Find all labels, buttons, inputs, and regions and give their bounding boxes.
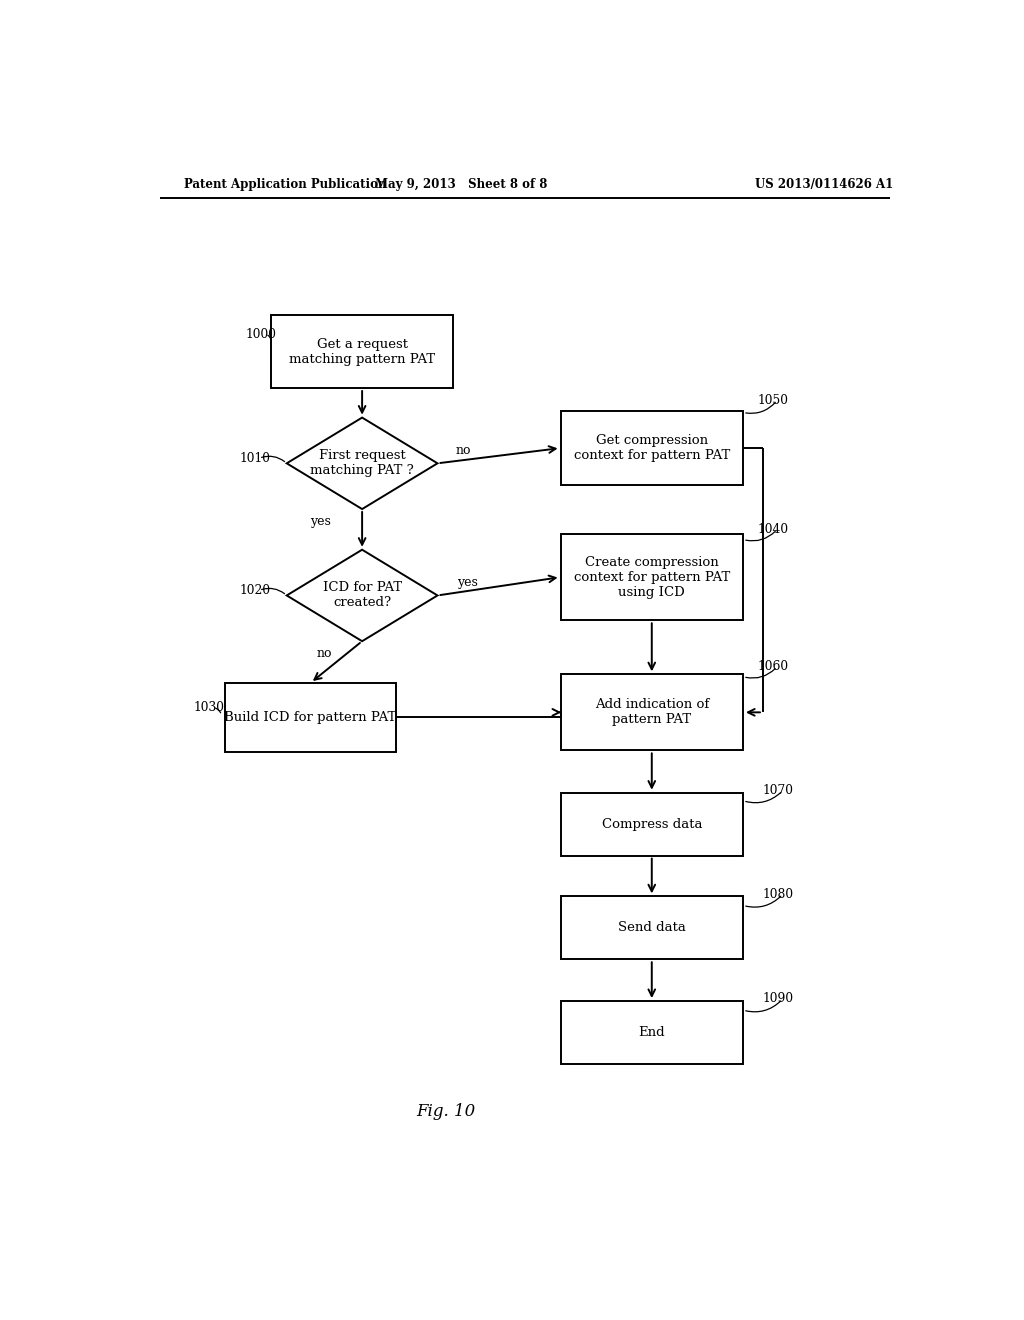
Polygon shape [287, 417, 437, 510]
Text: Add indication of
pattern PAT: Add indication of pattern PAT [595, 698, 709, 726]
Text: 1040: 1040 [758, 523, 788, 536]
Text: End: End [638, 1026, 666, 1039]
Text: Create compression
context for pattern PAT
using ICD: Create compression context for pattern P… [573, 556, 730, 599]
Text: 1090: 1090 [763, 993, 794, 1006]
Text: Get compression
context for pattern PAT: Get compression context for pattern PAT [573, 434, 730, 462]
Text: Get a request
matching pattern PAT: Get a request matching pattern PAT [289, 338, 435, 366]
Polygon shape [287, 549, 437, 642]
Text: yes: yes [458, 576, 478, 589]
Text: Send data: Send data [617, 921, 686, 935]
Text: no: no [456, 444, 471, 457]
FancyBboxPatch shape [560, 412, 743, 484]
Text: Fig. 10: Fig. 10 [416, 1104, 475, 1121]
Text: Compress data: Compress data [601, 817, 702, 830]
Text: 1010: 1010 [240, 451, 270, 465]
FancyBboxPatch shape [560, 896, 743, 960]
Text: Build ICD for pattern PAT: Build ICD for pattern PAT [224, 711, 396, 723]
Text: Patent Application Publication: Patent Application Publication [183, 178, 386, 191]
Text: 1060: 1060 [758, 660, 788, 673]
FancyBboxPatch shape [270, 315, 454, 388]
Text: US 2013/0114626 A1: US 2013/0114626 A1 [755, 178, 893, 191]
Text: 1050: 1050 [758, 393, 788, 407]
Text: 1070: 1070 [763, 784, 794, 797]
Text: no: no [316, 647, 332, 660]
Text: 1080: 1080 [763, 888, 794, 900]
FancyBboxPatch shape [225, 682, 396, 752]
Text: 1000: 1000 [246, 327, 276, 341]
Text: yes: yes [310, 515, 332, 528]
Text: May 9, 2013   Sheet 8 of 8: May 9, 2013 Sheet 8 of 8 [375, 178, 548, 191]
FancyBboxPatch shape [560, 792, 743, 855]
FancyBboxPatch shape [560, 535, 743, 620]
FancyBboxPatch shape [560, 1001, 743, 1064]
FancyBboxPatch shape [560, 675, 743, 751]
Text: ICD for PAT
created?: ICD for PAT created? [323, 581, 401, 610]
Text: First request
matching PAT ?: First request matching PAT ? [310, 449, 414, 478]
Text: 1020: 1020 [240, 583, 270, 597]
Text: 1030: 1030 [194, 701, 224, 714]
